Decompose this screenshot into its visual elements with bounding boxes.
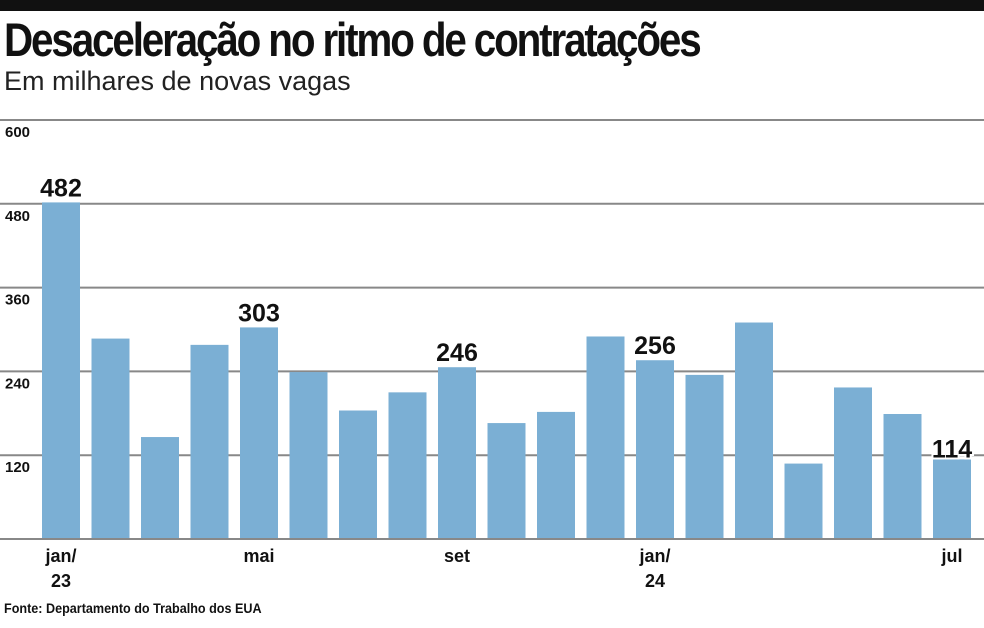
x-tick-label: jan/ — [44, 546, 76, 566]
bar-jun/24 — [883, 413, 922, 539]
data-label: 482 — [40, 174, 82, 202]
chart-title: Desaceleração no ritmo de contratações — [4, 13, 702, 66]
bar-jul/23 — [339, 410, 377, 539]
bar-jan/24 — [636, 360, 674, 539]
bar-jul/24 — [933, 459, 971, 539]
y-tick-label: 240 — [5, 375, 30, 392]
bar-jun/23 — [289, 372, 328, 539]
y-tick-label: 120 — [5, 459, 30, 476]
x-tick-label: jan/ — [638, 546, 670, 566]
data-label: 256 — [634, 332, 676, 360]
data-label: 303 — [238, 299, 280, 327]
bar-mar/23 — [141, 437, 179, 539]
bar-fev/23 — [91, 338, 130, 539]
bar-dez/23 — [586, 336, 625, 539]
bar-mai/24 — [834, 387, 872, 539]
bar-mar/24 — [735, 322, 773, 539]
bar-abr/24 — [784, 463, 823, 539]
bar-ago/23 — [388, 392, 427, 539]
bar-set/23 — [438, 367, 476, 539]
y-tick-label: 480 — [5, 208, 30, 225]
data-label: 114 — [932, 435, 972, 463]
bar-jan/23 — [42, 202, 80, 540]
x-tick-label: 24 — [645, 571, 665, 591]
bar-mai/23 — [240, 327, 278, 539]
top-rule — [0, 0, 984, 11]
x-tick-label: jul — [941, 546, 963, 566]
bar-out/23 — [487, 423, 526, 539]
data-label: 246 — [436, 339, 478, 367]
x-tick-label: 23 — [51, 571, 71, 591]
y-tick-label: 360 — [5, 292, 30, 309]
y-tick-label: 600 — [5, 124, 30, 141]
bar-fev/24 — [685, 374, 724, 539]
source-note: Fonte: Departamento do Trabalho dos EUA — [4, 600, 262, 616]
chart-subtitle: Em milhares de novas vagas — [4, 66, 351, 96]
bar-nov/23 — [537, 411, 575, 539]
x-tick-label: mai — [243, 546, 274, 566]
x-tick-label: set — [444, 546, 470, 566]
bar-abr/23 — [190, 344, 229, 539]
